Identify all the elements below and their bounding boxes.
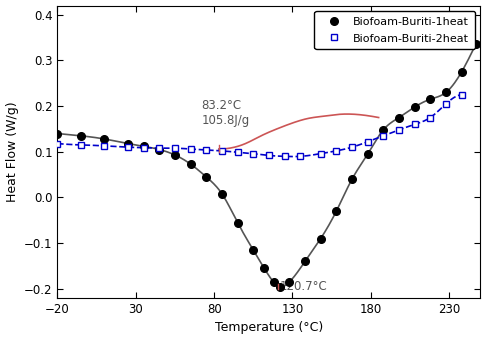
Biofoam-Buriti-2heat [188,147,193,151]
Biofoam-Buriti-2heat [333,149,339,153]
Biofoam-Buriti-2heat [396,128,402,132]
Biofoam-Buriti-2heat [364,140,370,144]
Biofoam-Buriti-1heat [333,209,339,213]
Biofoam-Buriti-1heat [219,192,225,196]
Biofoam-Buriti-2heat [459,92,465,97]
Biofoam-Buriti-1heat [381,128,386,132]
Biofoam-Buriti-1heat [102,137,107,141]
Biofoam-Buriti-1heat [473,42,479,47]
Biofoam-Buriti-1heat [54,132,60,136]
Biofoam-Buriti-2heat [54,141,60,146]
Biofoam-Buriti-2heat [381,134,386,138]
Biofoam-Buriti-2heat [156,146,162,150]
Biofoam-Buriti-1heat [412,105,417,109]
Line: Biofoam-Buriti-1heat: Biofoam-Buriti-1heat [53,40,480,290]
Biofoam-Buriti-2heat [412,122,417,126]
Biofoam-Buriti-1heat [141,144,147,148]
Biofoam-Buriti-1heat [318,237,324,241]
Biofoam-Buriti-2heat [141,146,147,150]
Biofoam-Buriti-1heat [302,259,308,264]
Line: Biofoam-Buriti-2heat: Biofoam-Buriti-2heat [54,91,465,160]
Biofoam-Buriti-2heat [443,102,449,106]
Biofoam-Buriti-2heat [78,143,84,147]
Biofoam-Buriti-1heat [235,221,241,225]
Biofoam-Buriti-2heat [102,144,107,148]
Biofoam-Buriti-2heat [297,154,303,158]
Biofoam-Buriti-2heat [266,153,272,157]
Biofoam-Buriti-1heat [443,90,449,95]
Biofoam-Buriti-1heat [271,280,277,284]
Y-axis label: Heat Flow (W/g): Heat Flow (W/g) [5,101,18,202]
Biofoam-Buriti-1heat [364,152,370,156]
Legend: Biofoam-Buriti-1heat, Biofoam-Buriti-2heat: Biofoam-Buriti-1heat, Biofoam-Buriti-2he… [314,11,475,49]
Biofoam-Buriti-1heat [427,97,433,101]
Text: 83.2°C
105.8J/g: 83.2°C 105.8J/g [202,99,250,127]
Biofoam-Buriti-1heat [78,134,84,138]
Biofoam-Buriti-2heat [250,152,256,156]
Biofoam-Buriti-1heat [172,153,178,157]
Biofoam-Buriti-1heat [396,116,402,120]
Biofoam-Buriti-1heat [349,177,355,181]
Text: 120.7°C: 120.7°C [280,280,328,293]
Biofoam-Buriti-1heat [156,148,162,152]
Biofoam-Buriti-2heat [427,116,433,120]
Biofoam-Buriti-1heat [125,141,131,146]
Biofoam-Buriti-2heat [235,150,241,154]
Biofoam-Buriti-2heat [172,146,178,150]
Biofoam-Buriti-2heat [203,148,209,152]
X-axis label: Temperature (°C): Temperature (°C) [215,321,323,335]
Biofoam-Buriti-2heat [318,152,324,156]
Biofoam-Buriti-2heat [125,145,131,149]
Biofoam-Buriti-1heat [261,266,267,270]
Biofoam-Buriti-1heat [286,280,292,284]
Biofoam-Buriti-1heat [459,70,465,74]
Biofoam-Buriti-2heat [219,149,225,153]
Biofoam-Buriti-2heat [282,154,288,158]
Biofoam-Buriti-2heat [349,145,355,149]
Biofoam-Buriti-1heat [203,175,209,179]
Biofoam-Buriti-1heat [250,248,256,252]
Biofoam-Buriti-1heat [188,162,193,166]
Biofoam-Buriti-1heat [277,285,283,289]
